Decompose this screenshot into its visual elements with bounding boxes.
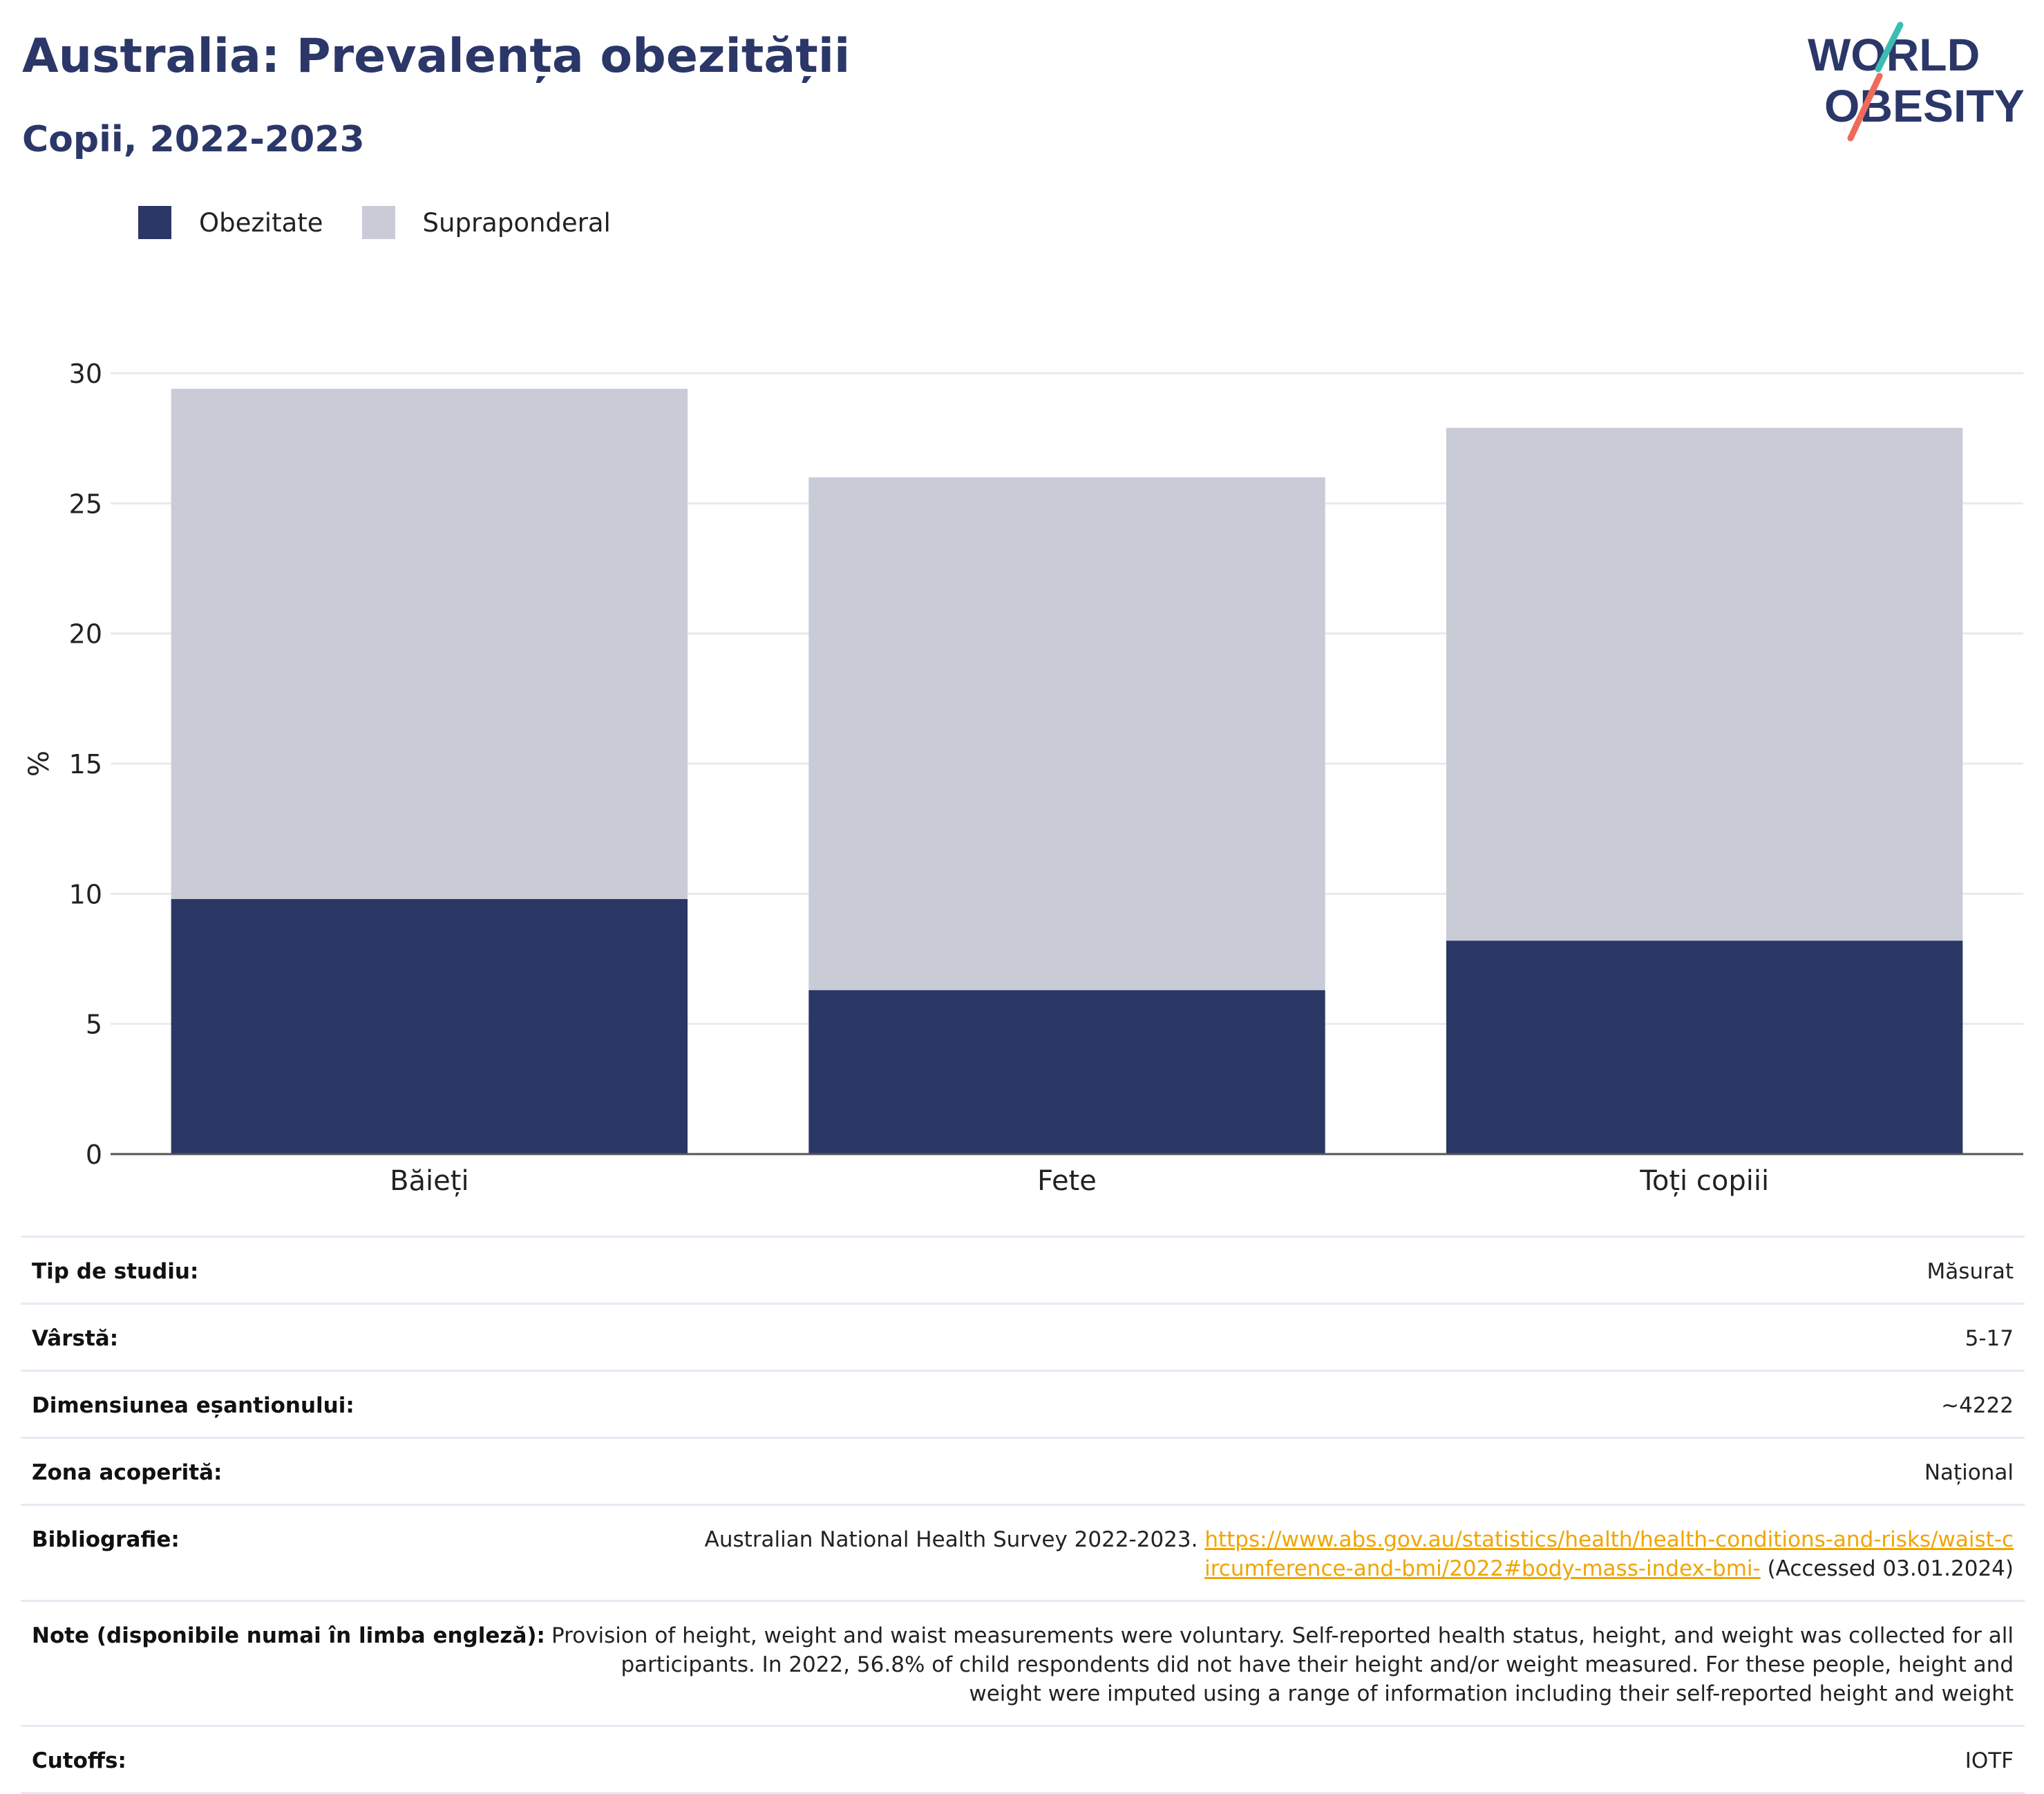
bar-obezitate: [1446, 941, 1963, 1154]
row-label: Dimensiunea eșantionului:: [32, 1393, 354, 1418]
row-value: ~4222: [1941, 1393, 2014, 1418]
x-tick-label: Toți copiii: [1639, 1165, 1769, 1197]
legend-swatch-obezitate: [138, 206, 171, 239]
bibliography-label: Bibliografie:: [32, 1527, 180, 1552]
bar-obezitate: [808, 990, 1325, 1154]
legend-swatch-supraponderal: [361, 206, 395, 239]
bar-supraponderal: [171, 388, 688, 899]
cutoffs-label: Cutoffs:: [32, 1748, 126, 1773]
row-label: Zona acoperită:: [32, 1460, 223, 1485]
legend-label-obezitate: Obezitate: [199, 207, 323, 238]
metadata-table: Tip de studiu: Măsurat Vârstă: 5-17 Dime…: [21, 1236, 2025, 1794]
chart-legend: Obezitate Supraponderal: [138, 206, 650, 239]
page-subtitle: Copii, 2022-2023: [22, 119, 365, 160]
row-value: 5-17: [1965, 1326, 2014, 1351]
table-row: Tip de studiu: Măsurat: [21, 1238, 2025, 1305]
stacked-bar-chart: 0 5 10 15 20 25 30% Băieți Fete Toți copiii: [23, 359, 2023, 1197]
table-row: Vârstă: 5-17: [21, 1305, 2025, 1372]
cutoffs-value: IOTF: [1965, 1748, 2014, 1773]
y-tick-label: 15: [69, 749, 102, 780]
bibliography-accessed: (Accessed 03.01.2024): [1767, 1556, 2014, 1581]
x-tick-label: Fete: [1037, 1165, 1097, 1197]
table-row: Zona acoperită: Național: [21, 1439, 2025, 1506]
legend-item-obezitate: Obezitate: [138, 206, 323, 239]
bar-supraponderal: [808, 477, 1325, 990]
y-tick-label: 5: [86, 1010, 102, 1040]
table-row: Dimensiunea eșantionului: ~4222: [21, 1372, 2025, 1439]
y-tick-label: 0: [86, 1140, 102, 1170]
legend-label-supraponderal: Supraponderal: [422, 207, 611, 238]
row-label: Vârstă:: [32, 1326, 119, 1351]
row-label: Tip de studiu:: [32, 1259, 199, 1284]
cutoffs-row: Cutoffs: IOTF: [21, 1727, 2025, 1794]
bibliography-source: Australian National Health Survey 2022-2…: [704, 1527, 1198, 1552]
row-value: Național: [1924, 1460, 2014, 1485]
notes-label: Note (disponibile numai în limba engleză…: [32, 1623, 545, 1648]
notes-row: Note (disponibile numai în limba engleză…: [21, 1602, 2025, 1727]
page-title: Australia: Prevalența obezității: [22, 29, 851, 84]
notes-value: Provision of height, weight and waist me…: [551, 1623, 2014, 1706]
world-obesity-logo: WORLD OBESITY: [1808, 21, 2025, 142]
x-tick-label: Băieți: [390, 1165, 469, 1197]
bibliography-link[interactable]: https://www.abs.gov.au/statistics/health…: [1204, 1527, 2014, 1581]
y-tick-label: 25: [69, 489, 102, 519]
y-axis-label: %: [23, 750, 55, 777]
y-tick-label: 20: [69, 619, 102, 650]
y-tick-label: 10: [69, 879, 102, 909]
bar-obezitate: [171, 898, 688, 1154]
bibliography-value: Australian National Health Survey 2022-2…: [701, 1525, 2014, 1583]
row-value: Măsurat: [1927, 1259, 2014, 1284]
bar-supraponderal: [1446, 428, 1963, 941]
bibliography-row: Bibliografie: Australian National Health…: [21, 1506, 2025, 1602]
y-tick-label: 30: [69, 359, 102, 389]
legend-item-supraponderal: Supraponderal: [361, 206, 611, 239]
